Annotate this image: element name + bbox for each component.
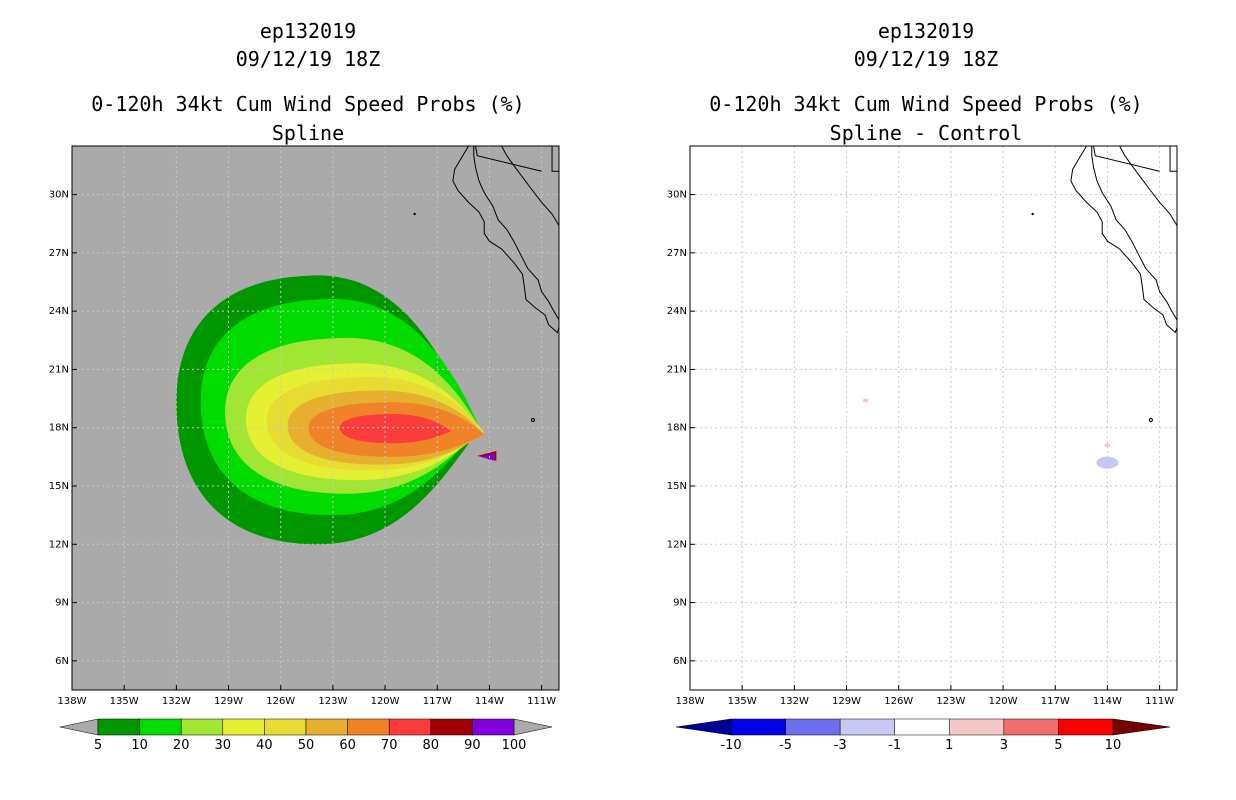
left-contour-70 bbox=[339, 414, 452, 444]
left-x-tick-label-4: 126W bbox=[266, 696, 295, 707]
right-anomaly-1 bbox=[862, 398, 869, 403]
left-y-tick-label-7: 27N bbox=[49, 248, 69, 259]
right-colorbar-label-6: 5 bbox=[1054, 738, 1062, 753]
left-colorbar-label-7: 70 bbox=[381, 738, 398, 753]
right-colorbar-label-7: 10 bbox=[1105, 738, 1122, 753]
left-colorbar-label-8: 80 bbox=[423, 738, 440, 753]
right-y-tick-label-2: 12N bbox=[667, 539, 687, 550]
right-coastline-baja bbox=[1070, 146, 1177, 334]
right-x-tick-label-6: 120W bbox=[989, 696, 1018, 707]
right-colorbar-under-arrow bbox=[675, 718, 732, 736]
left-colorbar-label-0: 5 bbox=[94, 738, 102, 753]
right-y-tick-label-8: 30N bbox=[667, 190, 687, 201]
right-datetime: 09/12/19 18Z bbox=[853, 47, 999, 71]
left-x-tick-label-6: 120W bbox=[371, 696, 400, 707]
left-contour-90 bbox=[480, 452, 495, 461]
right-colorbar-swatch-4 bbox=[949, 718, 1005, 736]
left-map-panel: 138W 135W 132W 129W 126W 123W 120W 117W 114W 111W… bbox=[49, 145, 560, 753]
left-colorbar-label-5: 50 bbox=[298, 738, 315, 753]
right-colorbar-swatch-0 bbox=[730, 718, 786, 736]
right-y-tick-label-3: 15N bbox=[667, 481, 687, 492]
right-colorbar-swatch-6 bbox=[1058, 718, 1114, 736]
left-colorbar-label-2: 20 bbox=[173, 738, 190, 753]
left-chart-subtitle: Spline bbox=[271, 121, 345, 145]
right-y-tick-label-6: 24N bbox=[667, 306, 687, 317]
left-x-tick-label-9: 111W bbox=[527, 696, 556, 707]
right-coastline-mainland bbox=[1119, 146, 1177, 226]
right-colorbar-label-0: -10 bbox=[720, 738, 741, 753]
left-plot-area bbox=[72, 146, 559, 690]
right-plot-area bbox=[690, 146, 1177, 690]
left-y-tick-label-2: 12N bbox=[49, 539, 69, 550]
right-border-line bbox=[1093, 146, 1160, 172]
right-x-tick-label-5: 123W bbox=[936, 696, 965, 707]
right-colorbar-label-5: 3 bbox=[1000, 738, 1008, 753]
right-x-tick-label-7: 117W bbox=[1041, 696, 1070, 707]
left-colorbar-label-10: 100 bbox=[502, 738, 527, 753]
right-x-tick-label-1: 135W bbox=[728, 696, 757, 707]
left-coastline-mainland bbox=[501, 146, 559, 226]
left-y-tick-label-6: 24N bbox=[49, 306, 69, 317]
right-x-tick-label-0: 138W bbox=[676, 696, 705, 707]
left-border-line bbox=[475, 146, 542, 172]
right-colorbar-swatch-2 bbox=[839, 718, 895, 736]
right-y-tick-label-1: 9N bbox=[673, 598, 687, 609]
left-y-tick-label-4: 18N bbox=[49, 423, 69, 434]
right-colorbar-over-arrow bbox=[1112, 718, 1171, 736]
left-y-tick-label-0: 6N bbox=[55, 656, 69, 667]
left-island-socorro bbox=[530, 417, 535, 422]
right-island-guadalupe bbox=[1031, 212, 1034, 216]
left-x-tick-label-0: 138W bbox=[58, 696, 87, 707]
left-x-tick-label-1: 135W bbox=[110, 696, 139, 707]
right-x-tick-label-9: 111W bbox=[1145, 696, 1174, 707]
right-x-tick-label-2: 132W bbox=[780, 696, 809, 707]
left-storm-id: ep132019 bbox=[259, 19, 357, 43]
left-x-tick-label-7: 117W bbox=[423, 696, 452, 707]
right-y-tick-label-7: 27N bbox=[667, 248, 687, 259]
right-colorbar-label-4: 1 bbox=[945, 738, 953, 753]
right-colorbar-label-3: -1 bbox=[888, 738, 901, 753]
right-x-tick-label-3: 129W bbox=[832, 696, 861, 707]
left-colorbar-swatch-9 bbox=[472, 718, 515, 736]
left-x-tick-label-2: 132W bbox=[162, 696, 191, 707]
left-datetime: 09/12/19 18Z bbox=[235, 47, 381, 71]
right-map-frame bbox=[689, 145, 1178, 691]
right-chart-subtitle: Spline - Control bbox=[829, 121, 1023, 145]
left-colorbar-label-1: 10 bbox=[131, 738, 148, 753]
right-storm-id: ep132019 bbox=[877, 19, 975, 43]
right-colorbar-swatch-1 bbox=[785, 718, 841, 736]
left-colorbar-label-3: 30 bbox=[215, 738, 232, 753]
right-anomaly-2 bbox=[1104, 443, 1111, 448]
right-chart-title: 0-120h 34kt Cum Wind Speed Probs (%) bbox=[709, 92, 1143, 116]
right-y-tick-label-4: 18N bbox=[667, 423, 687, 434]
right-island-socorro bbox=[1148, 417, 1153, 422]
right-x-tick-label-8: 114W bbox=[1093, 696, 1122, 707]
right-x-tick-label-4: 126W bbox=[884, 696, 913, 707]
left-x-tick-label-3: 129W bbox=[214, 696, 243, 707]
left-y-tick-label-5: 21N bbox=[49, 364, 69, 375]
right-colorbar-swatch-5 bbox=[1003, 718, 1059, 736]
left-y-tick-label-1: 9N bbox=[55, 598, 69, 609]
left-x-tick-label-5: 123W bbox=[318, 696, 347, 707]
right-colorbar-swatch-3 bbox=[894, 718, 950, 736]
left-x-tick-label-8: 114W bbox=[475, 696, 504, 707]
right-y-tick-label-0: 6N bbox=[673, 656, 687, 667]
left-coastline-baja bbox=[452, 146, 559, 334]
left-island-guadalupe bbox=[413, 212, 416, 216]
left-chart-title: 0-120h 34kt Cum Wind Speed Probs (%) bbox=[91, 92, 525, 116]
left-colorbar-label-9: 90 bbox=[464, 738, 481, 753]
left-map-frame bbox=[71, 145, 560, 691]
left-y-tick-label-3: 15N bbox=[49, 481, 69, 492]
right-colorbar-label-1: -5 bbox=[779, 738, 792, 753]
left-y-tick-label-8: 30N bbox=[49, 190, 69, 201]
left-colorbar-label-6: 60 bbox=[339, 738, 356, 753]
left-colorbar-label-4: 40 bbox=[256, 738, 273, 753]
right-map-background bbox=[690, 146, 1177, 690]
right-y-tick-label-5: 21N bbox=[667, 364, 687, 375]
right-colorbar-label-2: -3 bbox=[834, 738, 847, 753]
